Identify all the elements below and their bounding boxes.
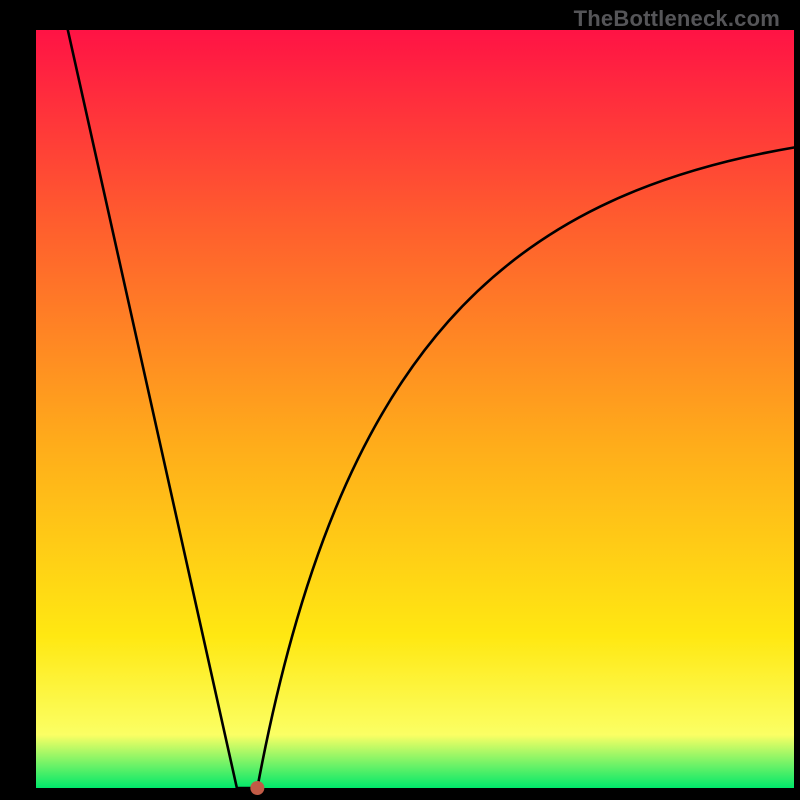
curve-minimum-marker bbox=[250, 781, 264, 795]
watermark-text: TheBottleneck.com bbox=[574, 6, 780, 32]
curve-path bbox=[68, 30, 794, 788]
plot-area bbox=[36, 30, 794, 788]
chart-frame: TheBottleneck.com bbox=[0, 0, 800, 800]
bottleneck-curve bbox=[36, 30, 794, 788]
